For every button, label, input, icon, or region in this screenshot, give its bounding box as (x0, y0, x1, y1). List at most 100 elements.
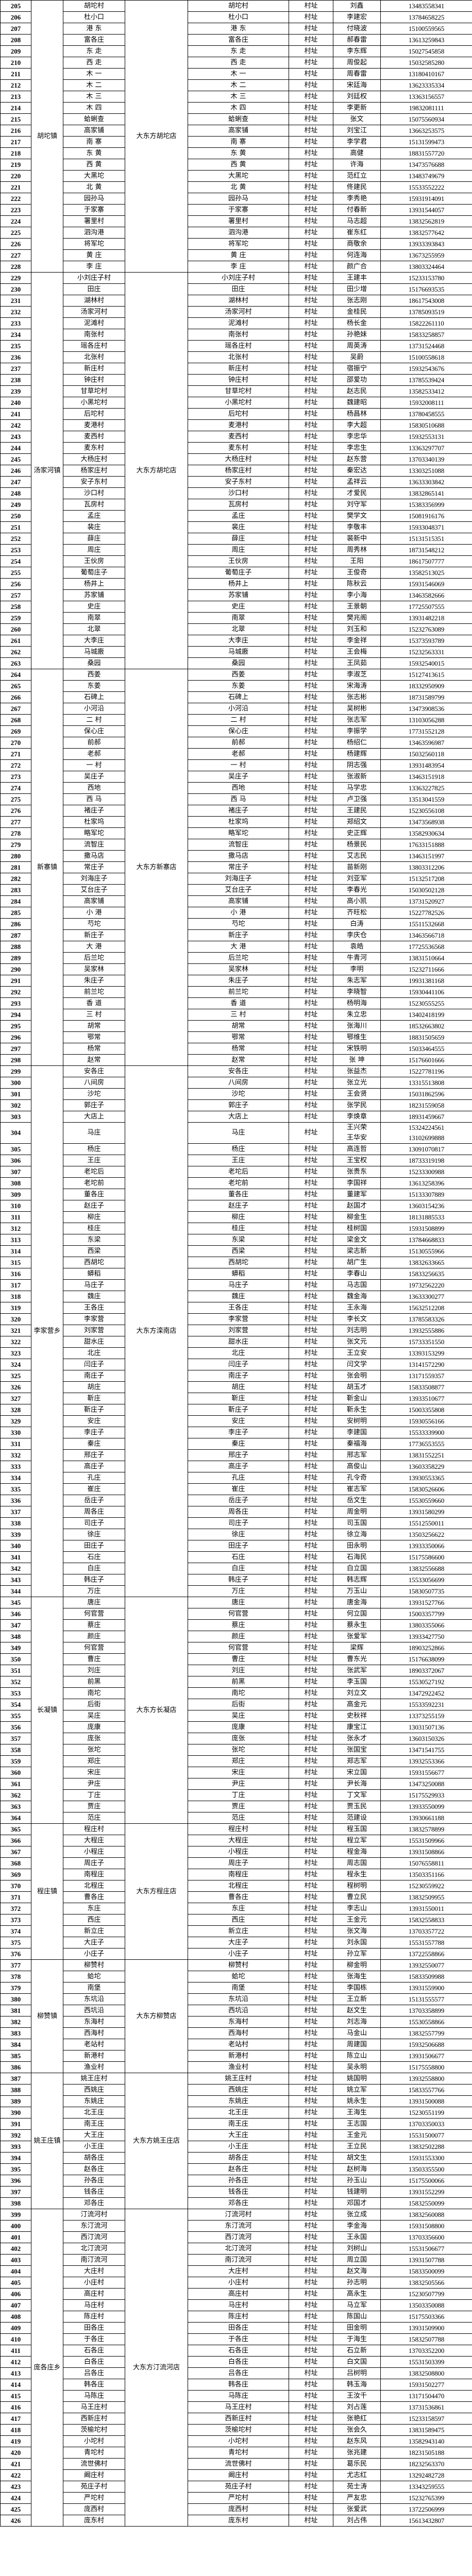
table-row[interactable]: 373 西庄 西庄 村址 王金元 15832558833 (0, 1914, 472, 1926)
table-row[interactable]: 274 西地 西地 村址 马学忠 13363227825 (0, 782, 472, 794)
table-row[interactable]: 284 高家铺 高家铺 村址 高小凯 13731520927 (0, 895, 472, 907)
table-row[interactable]: 339 徐庄 徐庄 村址 徐立海 13503256622 (0, 1529, 472, 1540)
table-row[interactable]: 266 石碑上 石碑上 村址 张志彬 18731589799 (0, 691, 472, 703)
table-row[interactable]: 295 胡常 胡常 村址 张海川 18532663802 (0, 1020, 472, 1032)
table-row[interactable]: 280 撒马店 撒马店 村址 艾志民 13463151997 (0, 850, 472, 862)
table-row[interactable]: 221 北 黄北 黄村址 佟建民 15533552222 (0, 181, 472, 193)
table-row[interactable]: 228 李 庄李 庄村址 颜广合 13803324464 (0, 261, 472, 273)
table-row[interactable]: 238 钟庄村 钟庄村 村址 邵爱功 13785539424 (0, 374, 472, 386)
table-row[interactable]: 379 南堡 南堡 村址 李国栋 13931559900 (0, 1982, 472, 1994)
table-row[interactable]: 376 小庄子 小庄子 村址 孙立军 13722558866 (0, 1948, 472, 1960)
table-row[interactable]: 330 李庄子 李庄子 村址 李建国 15533339900 (0, 1427, 472, 1438)
table-row[interactable]: 276 褚庄子 褚庄子 村址 王建民 15230556108 (0, 805, 472, 817)
table-row[interactable]: 336 岳庄子 岳庄子 村址 岳文生 15530559660 (0, 1495, 472, 1506)
table-row[interactable]: 219 西 黄西 黄村址 许海 13473576688 (0, 159, 472, 171)
table-row[interactable]: 227 黄 庄黄 庄村址 何连海 13673255959 (0, 249, 472, 261)
table-row[interactable]: 259 南翠 南翠 村址 樊兆阁 13931482218 (0, 612, 472, 624)
table-row[interactable]: 298 赵常 赵常 村址张 坤 15176601666 (0, 1054, 472, 1066)
table-row[interactable]: 212 木 二木 二村址 宋廷海 13623335334 (0, 79, 472, 91)
table-row[interactable]: 402 北汀流河 北汀流河 村址 刘树山 15531506677 (0, 2243, 472, 2255)
table-row[interactable]: 296 鄂常 鄂常 村址 鄂维生 18831505659 (0, 1031, 472, 1043)
table-row[interactable]: 350 曹庄 曹庄 村址 曹东光 15176638099 (0, 1653, 472, 1665)
table-row[interactable]: 422 阚庄村 阚庄村 村址 尤志红 13292482728 (0, 2469, 472, 2481)
table-row[interactable]: 415 马陈庄 马陈庄 村址 王汝千 13171504470 (0, 2390, 472, 2402)
table-row[interactable]: 382 东海村 东海村 村址 刘志海 15530558866 (0, 2016, 472, 2028)
table-row[interactable]: 405 小庄村 小庄村 村址 孙志明 13832505566 (0, 2277, 472, 2289)
table-row[interactable]: 271 老郝 老郝 村址 杨建辉 15032560118 (0, 748, 472, 760)
table-row[interactable]: 317 马庄子 马庄子 村址 马志国 19732562220 (0, 1279, 472, 1291)
table-row[interactable]: 410 于各庄 于各庄 村址 于海生 15832507788 (0, 2333, 472, 2345)
table-row[interactable]: 420 青坨村 青坨村 村址 张兆建 18231505188 (0, 2447, 472, 2459)
table-row[interactable]: 341 石庄 石庄 村址 石海民 15175586600 (0, 1551, 472, 1563)
table-row[interactable]: 390 北王庄 北王庄 村址 王海生 15230551199 (0, 2107, 472, 2119)
table-row[interactable]: 319 王各庄 王各庄 村址 王永海 15632512208 (0, 1302, 472, 1314)
table-row[interactable]: 397 钱各庄 钱各庄 村址 钱建明 13931552299 (0, 2186, 472, 2198)
table-row[interactable]: 230 田庄 田庄 村址 田少增 15176693535 (0, 283, 472, 295)
table-row[interactable]: 308 老坨前 老坨前 村址 李国祥 13613258396 (0, 1177, 472, 1189)
table-row[interactable]: 387 姚王庄镇 姚王庄村 大东方姚王庄店 姚王庄村 村址 姚国明 13932558800 (0, 2073, 472, 2209)
table-row[interactable]: 297 杨常 杨常 村址 宋铁明 15033464555 (0, 1043, 472, 1055)
table-row[interactable]: 394 胡各庄 胡各庄 村址 胡文生 15931553300 (0, 2152, 472, 2164)
table-row[interactable]: 287 新庄子 新庄子 村址 李庆仓 13463566718 (0, 929, 472, 941)
table-row[interactable]: 312 桂庄 桂庄 村址 桂树国 15931508899 (0, 1223, 472, 1234)
table-row[interactable]: 307 老坨后 老坨后 村址 张贵东 15233300988 (0, 1166, 472, 1178)
table-row[interactable]: 377 柳赞镇 柳赞村 大东方柳赞店 柳赞村 村址 柳金明 13932550077 (0, 1959, 472, 2073)
table-row[interactable]: 289 后兰坨 后兰坨 村址 牛青河 13831510664 (0, 952, 472, 964)
table-row[interactable]: 218 东 黄东 黄村址 高健 18831557720 (0, 147, 472, 159)
table-row[interactable]: 322 甜水庄 甜水庄 村址 张文元 15733351550 (0, 1336, 472, 1348)
table-row[interactable]: 207 港 东港 东村址 付晓波 15100559565 (0, 23, 472, 35)
table-row[interactable]: 279 流智庄 流智庄 村址 杨景民 17633151888 (0, 839, 472, 851)
table-row[interactable]: 213 木 三木 三村址 刘廷权 13363156557 (0, 91, 472, 103)
table-row[interactable]: 411 石各庄 石各庄 村址 石立新 13703352200 (0, 2345, 472, 2357)
table-row[interactable]: 255 葡萄庄子 葡萄庄子 村址 王俊奇 13582513025 (0, 567, 472, 579)
table-row[interactable]: 413 吕各庄 吕各庄 村址 吕树明 13832508800 (0, 2367, 472, 2379)
table-row[interactable]: 337 周各庄 周各庄 村址 周金明 13931580299 (0, 1506, 472, 1518)
table-row[interactable]: 231 湖林村 湖林村 村址 张志刚 18617543008 (0, 295, 472, 307)
table-row[interactable]: 363 贾庄 贾庄 村址 贾玉民 13933550099 (0, 1801, 472, 1812)
table-row[interactable]: 368 周庄子 周庄子 村址 周志国 15076558811 (0, 1857, 472, 1869)
table-row[interactable]: 374 新立庄 新立庄 村址 张文海 13703357722 (0, 1925, 472, 1937)
table-row[interactable]: 348 颜庄 颜庄 村址 张爱军 13933427750 (0, 1631, 472, 1642)
table-row[interactable]: 264 新寨镇 西姜 大东方新寨店 西姜 村址 李淑芝 15127413615 (0, 669, 472, 1066)
table-row[interactable]: 209 东 走东 走村址 李东辉 15027545858 (0, 45, 472, 57)
table-row[interactable]: 395 赵各庄 赵各庄 村址 赵树海 13503355500 (0, 2163, 472, 2175)
table-row[interactable]: 407 马庄村 马庄村 村址 马立军 13503350088 (0, 2299, 472, 2311)
table-row[interactable]: 398 邓各庄 邓各庄 村址 邓国才 15832550099 (0, 2197, 472, 2209)
table-row[interactable]: 269 保心庄 保心庄 村址 李振学 17731552128 (0, 725, 472, 737)
table-row[interactable]: 401 西汀流河 西汀流河 村址 王永国 13703356600 (0, 2231, 472, 2243)
table-row[interactable]: 262 马城廒 马城廒 村址 王会梅 15232563331 (0, 646, 472, 658)
table-row[interactable]: 314 西梁 西梁 村址 梁志新 15130555966 (0, 1245, 472, 1257)
table-row[interactable]: 321 刘家营 刘家营 村址 刘志明 13932555886 (0, 1325, 472, 1336)
table-row[interactable]: 389 东姚庄 东姚庄 村址 姚永生 13931500088 (0, 2095, 472, 2107)
table-row[interactable]: 286 芍坨 芍坨 村址 白涛 15511532668 (0, 918, 472, 930)
table-row[interactable]: 249 瓦房村 瓦房村 村址 刘守军 15383356999 (0, 499, 472, 511)
table-row[interactable]: 220 大黑坨 大黑坨 村址 范红立 13483749679 (0, 170, 472, 182)
table-row[interactable]: 412 白各庄 白各庄 村址 白文国 15531503399 (0, 2356, 472, 2368)
table-row[interactable]: 417 西新庄村 西新庄村 村址 张艳红 15233158597 (0, 2413, 472, 2425)
table-row[interactable]: 282 刘海庄子 刘海庄子 村址 刘亚军 15132517208 (0, 873, 472, 885)
table-row[interactable]: 239 甘草坨村 甘草坨村 村址 赵志民 13582533412 (0, 385, 472, 397)
table-row[interactable]: 267 小河沿 小河沿 村址 吴树彬 13473908536 (0, 703, 472, 715)
table-row[interactable]: 404 大庄村 大庄村 村址 赵文海 15833500099 (0, 2265, 472, 2277)
table-row[interactable]: 367 小程庄 小程庄 村址 程金海 13931508866 (0, 1846, 472, 1858)
table-row[interactable]: 385 新港村 新港村 村址 陈立山 13931506677 (0, 2050, 472, 2062)
table-row[interactable]: 388 西姚庄 西姚庄 村址 姚立军 15833557766 (0, 2084, 472, 2096)
table-row[interactable]: 222 园孙马 园孙马 村址 李秀艳 15931914091 (0, 193, 472, 205)
table-row[interactable]: 232 汤家河村 汤家河村 村址 金桂民 13785093519 (0, 306, 472, 318)
table-row[interactable]: 396 孙各庄 孙各庄 村址 孙玉山 15175500066 (0, 2175, 472, 2187)
table-row[interactable]: 256 杨井上 杨井上 村址 陈秋云 15931546069 (0, 578, 472, 590)
table-row[interactable]: 340 田庄子 田庄子 村址 田永明 13933350066 (0, 1540, 472, 1552)
table-row[interactable]: 352 前黑 前黑 村址 李玉国 15530527192 (0, 1676, 472, 1688)
table-row[interactable]: 345 长凝镇 唐庄 大东方长凝店 唐庄 村址 唐金海 13931527766 (0, 1597, 472, 1824)
table-row[interactable]: 331 秦庄 秦庄 村址 秦福海 17736553555 (0, 1438, 472, 1450)
table-row[interactable]: 353 南坨 南坨 村址 刘立文 13472922452 (0, 1687, 472, 1699)
table-row[interactable]: 299 李家营乡 安各庄 大东方滦南店 安各庄 村址 张益杰 15227781196 (0, 1065, 472, 1597)
table-row[interactable]: 281 常庄子 常庄子 村址 苗新刚 13803312206 (0, 861, 472, 873)
table-row[interactable]: 247 安子东村 安子东村 村址 孟祥云 13633303842 (0, 476, 472, 488)
table-row[interactable]: 403 南汀流河 南汀流河 村址 周立国 13931507788 (0, 2254, 472, 2266)
table-row[interactable]: 384 老站村 老站村 村址 周建国 15932506688 (0, 2039, 472, 2050)
table-row[interactable]: 294 三 村三 村村址 朱立忠 13402418199 (0, 1009, 472, 1021)
table-row[interactable]: 310 赵庄子 赵庄子 村址 赵国才 13603154236 (0, 1200, 472, 1212)
table-row[interactable]: 250 孟庄 孟庄 村址 樊学文 15081916176 (0, 510, 472, 522)
table-row[interactable]: 224 署里村 署里村 村址 马志超 13832562819 (0, 215, 472, 227)
